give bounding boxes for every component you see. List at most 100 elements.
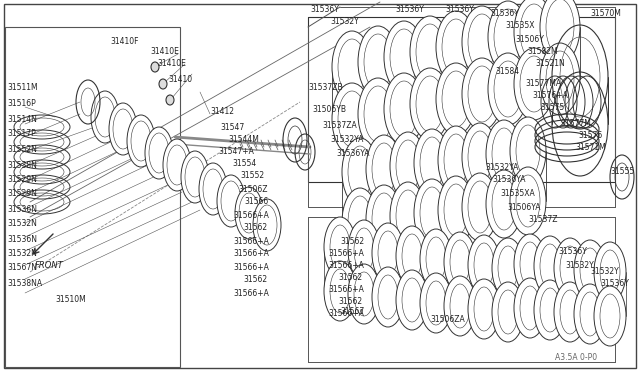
Text: 31410E: 31410E — [157, 60, 186, 68]
Text: 31535XA: 31535XA — [500, 189, 535, 199]
Ellipse shape — [166, 95, 174, 105]
Ellipse shape — [438, 176, 474, 244]
Ellipse shape — [462, 6, 502, 78]
Ellipse shape — [438, 126, 474, 194]
Ellipse shape — [462, 123, 498, 191]
Ellipse shape — [348, 264, 380, 324]
Text: 31536Y: 31536Y — [395, 6, 424, 15]
Text: 31577MA: 31577MA — [525, 80, 561, 89]
Text: 31566+A: 31566+A — [233, 263, 269, 272]
Text: 31544M: 31544M — [228, 135, 259, 144]
Text: 31529N: 31529N — [7, 176, 37, 185]
Ellipse shape — [534, 236, 566, 296]
Ellipse shape — [594, 286, 626, 346]
Text: 31517P: 31517P — [7, 129, 36, 138]
Ellipse shape — [420, 273, 452, 333]
Ellipse shape — [324, 261, 356, 321]
Text: 31554: 31554 — [232, 160, 256, 169]
Ellipse shape — [492, 238, 524, 298]
Text: 31510M: 31510M — [55, 295, 86, 305]
Ellipse shape — [514, 234, 546, 294]
Ellipse shape — [151, 62, 159, 72]
Ellipse shape — [145, 127, 173, 179]
Text: 31516P: 31516P — [7, 99, 36, 109]
Ellipse shape — [514, 0, 554, 68]
Ellipse shape — [163, 139, 191, 191]
Text: 31584: 31584 — [495, 67, 519, 77]
Text: 31562: 31562 — [338, 273, 362, 282]
Text: 31506YB: 31506YB — [312, 106, 346, 115]
Text: 31562: 31562 — [243, 276, 267, 285]
Ellipse shape — [324, 217, 356, 277]
Text: 31570M: 31570M — [590, 10, 621, 19]
Text: 31566+A: 31566+A — [328, 250, 364, 259]
Text: 31562: 31562 — [338, 298, 362, 307]
Text: 31577M: 31577M — [560, 119, 591, 128]
Text: 31566+A: 31566+A — [328, 285, 364, 295]
Ellipse shape — [486, 170, 522, 238]
Text: 31567: 31567 — [340, 308, 364, 317]
Text: 31532N: 31532N — [7, 248, 37, 257]
Ellipse shape — [554, 282, 586, 342]
Text: FRONT: FRONT — [35, 260, 64, 269]
Text: 31537ZB: 31537ZB — [308, 83, 342, 92]
Text: 31536Y: 31536Y — [558, 247, 587, 257]
Text: 31562: 31562 — [243, 224, 267, 232]
Ellipse shape — [492, 282, 524, 342]
Ellipse shape — [468, 279, 500, 339]
Text: 31566+A: 31566+A — [233, 289, 269, 298]
Ellipse shape — [594, 242, 626, 302]
Ellipse shape — [554, 238, 586, 298]
Text: 31536N: 31536N — [7, 205, 37, 214]
Ellipse shape — [358, 78, 398, 150]
Text: 31410F: 31410F — [110, 38, 138, 46]
Text: 31538NA: 31538NA — [7, 279, 42, 288]
Text: 31511M: 31511M — [7, 83, 38, 92]
Ellipse shape — [342, 188, 378, 256]
Text: 31506Y: 31506Y — [515, 35, 544, 44]
Ellipse shape — [390, 182, 426, 250]
Ellipse shape — [436, 63, 476, 135]
Ellipse shape — [159, 79, 167, 89]
Text: 31514N: 31514N — [7, 115, 37, 124]
Text: 31536Y: 31536Y — [310, 6, 339, 15]
Text: 31536YA: 31536YA — [492, 176, 525, 185]
Text: 31536N: 31536N — [7, 234, 37, 244]
Text: 31536YA: 31536YA — [336, 148, 369, 157]
Text: 31536Y: 31536Y — [600, 279, 629, 289]
Text: 31571M: 31571M — [575, 144, 605, 153]
Ellipse shape — [253, 199, 281, 251]
Ellipse shape — [436, 11, 476, 83]
Text: 31575: 31575 — [540, 103, 564, 112]
Text: A3.5A 0-P0: A3.5A 0-P0 — [555, 353, 597, 362]
Text: 31410: 31410 — [168, 74, 192, 83]
Ellipse shape — [574, 284, 606, 344]
Text: 31562: 31562 — [340, 237, 364, 247]
Bar — [5, 27, 180, 367]
Text: 31566+A: 31566+A — [328, 262, 364, 270]
Ellipse shape — [514, 48, 554, 120]
Ellipse shape — [217, 175, 245, 227]
Ellipse shape — [420, 229, 452, 289]
Text: 31521N: 31521N — [535, 58, 564, 67]
Ellipse shape — [488, 1, 528, 73]
Text: 31532Y: 31532Y — [330, 17, 359, 26]
Text: 31566+A: 31566+A — [233, 211, 269, 219]
Text: 31412: 31412 — [210, 108, 234, 116]
Text: 31537Z: 31537Z — [528, 215, 557, 224]
Ellipse shape — [574, 240, 606, 300]
Text: 31532N: 31532N — [7, 219, 37, 228]
Ellipse shape — [444, 276, 476, 336]
Text: 31547+A: 31547+A — [218, 148, 254, 157]
Ellipse shape — [414, 179, 450, 247]
Text: 31538N: 31538N — [7, 160, 37, 170]
Ellipse shape — [372, 223, 404, 283]
Ellipse shape — [91, 91, 119, 143]
Text: 31532YA: 31532YA — [485, 163, 518, 171]
Ellipse shape — [235, 187, 263, 239]
Text: 31532YA: 31532YA — [330, 135, 364, 144]
Ellipse shape — [348, 220, 380, 280]
Text: 31555: 31555 — [610, 167, 634, 176]
Text: 31506YA: 31506YA — [507, 202, 541, 212]
Text: 31532Y: 31532Y — [565, 260, 594, 269]
